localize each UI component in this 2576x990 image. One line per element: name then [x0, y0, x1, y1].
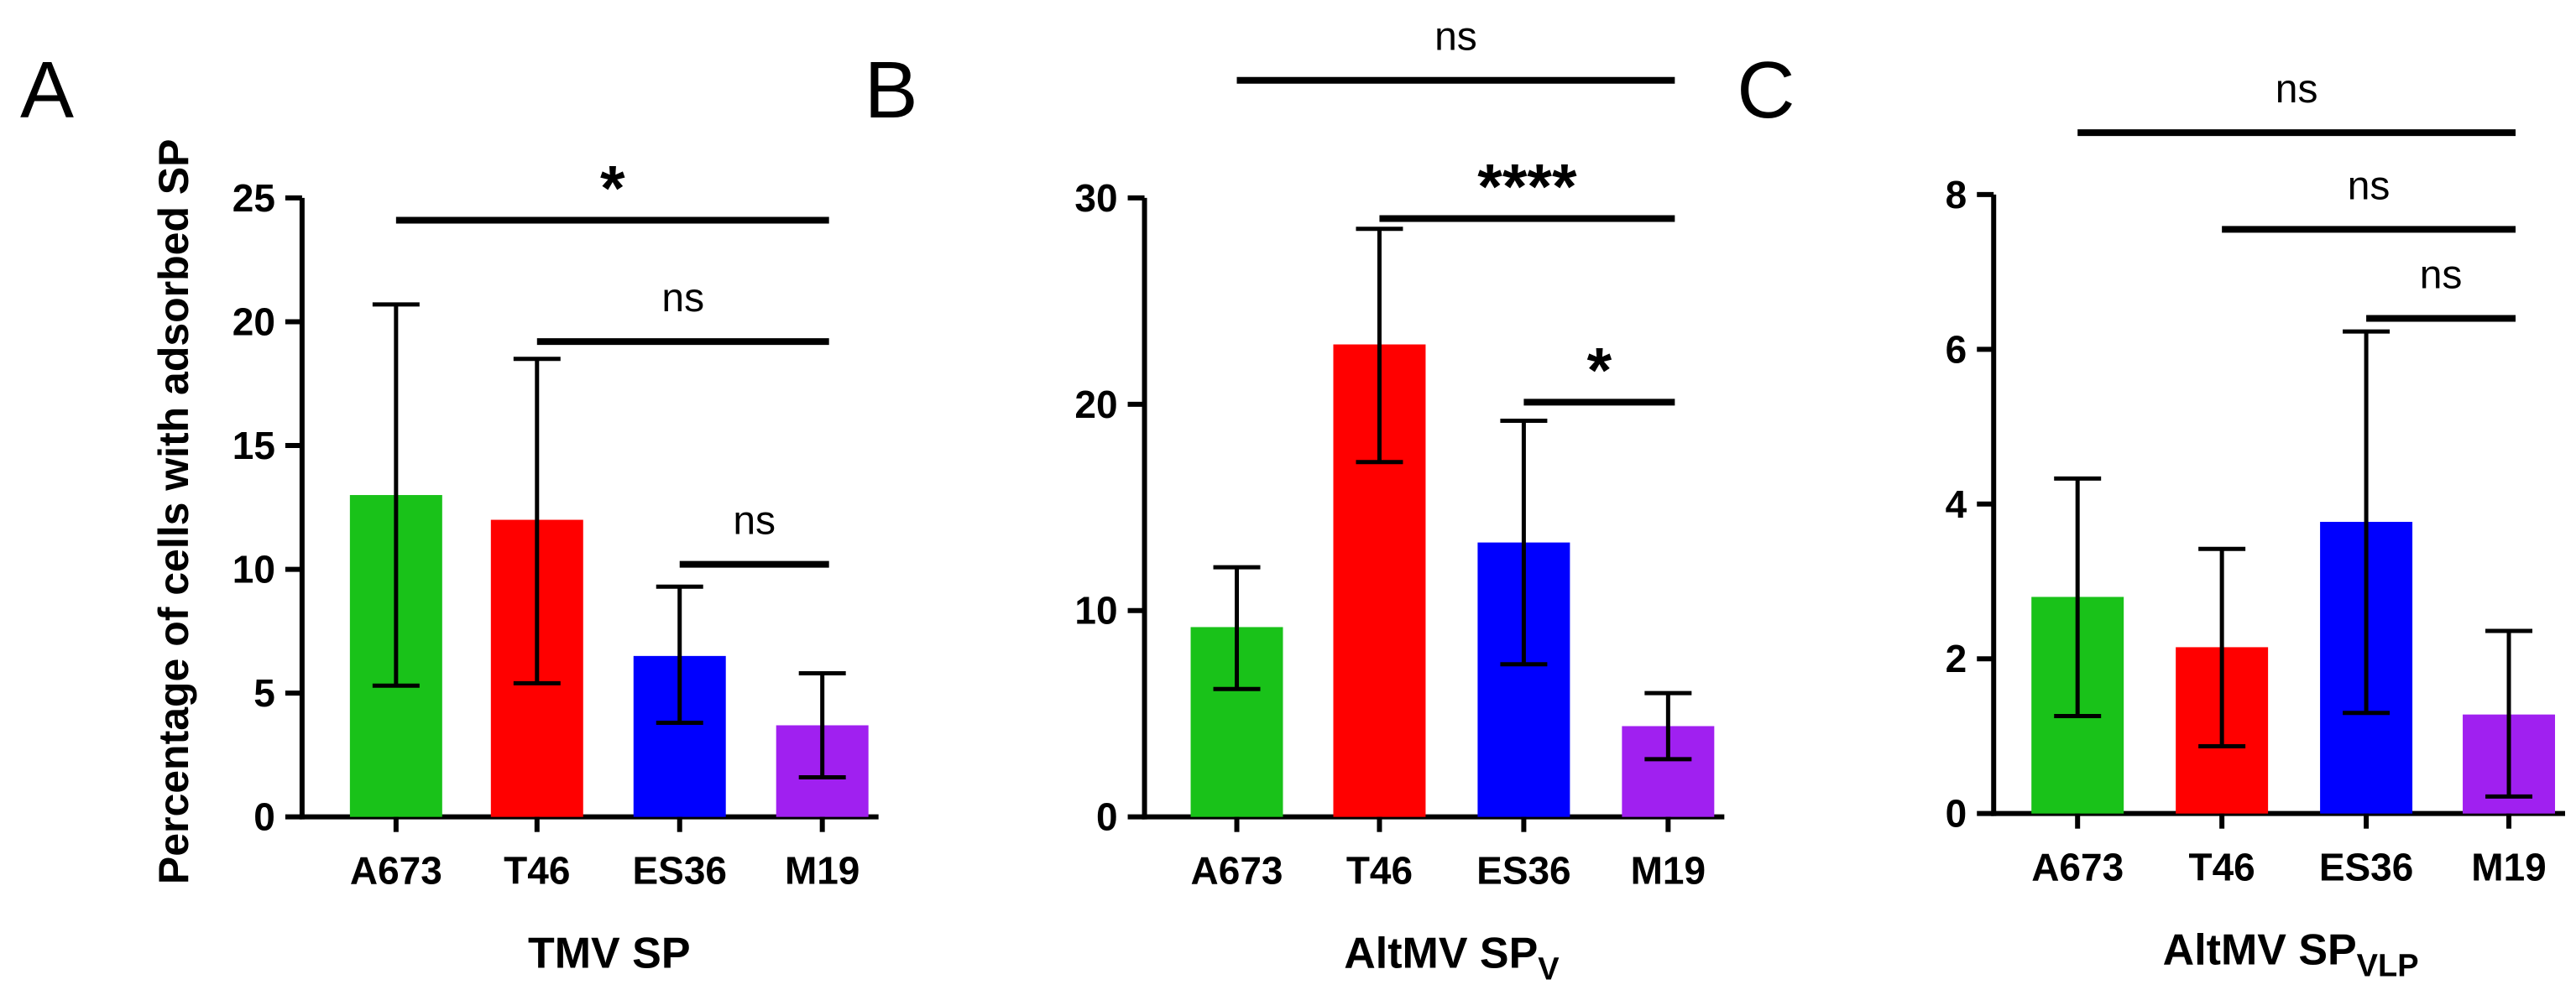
x-axis-title: AltMV SPV: [1344, 930, 1560, 987]
y-tick-label: 20: [1074, 383, 1117, 426]
significance-label: ns: [733, 499, 776, 544]
panel-label: B: [865, 45, 918, 135]
panel-label: A: [20, 45, 74, 135]
y-tick-label: 8: [1946, 173, 1967, 216]
significance-label: ns: [2276, 67, 2318, 112]
significance-label: ns: [661, 276, 704, 320]
panel-label: C: [1737, 45, 1795, 135]
x-axis-title-main: AltMV SP: [1344, 930, 1538, 978]
x-tick-label-a673: A673: [350, 849, 442, 893]
x-axis-title: TMV SP: [528, 930, 690, 978]
x-tick-label-m19: M19: [785, 849, 860, 893]
y-tick-label: 20: [233, 300, 275, 343]
x-tick-label-m19: M19: [2471, 846, 2546, 889]
significance-label: ****: [1477, 152, 1577, 223]
x-tick-label-t46: T46: [1346, 849, 1413, 893]
y-tick-label: 15: [233, 424, 275, 467]
x-axis-title-main: AltMV SP: [2163, 926, 2357, 975]
x-tick-label-a673: A673: [1191, 849, 1283, 893]
x-axis-title-subscript: VLP: [2357, 949, 2419, 984]
x-tick-label-m19: M19: [1631, 849, 1706, 893]
chart-panel-a: A 0 5 10 15 20 25 A673 T46 ES36 M19 TMV SP * ns ns: [20, 45, 879, 978]
y-tick-label: 4: [1946, 482, 1967, 526]
significance-label: *: [1587, 335, 1612, 406]
x-tick-label-es36: ES36: [2319, 846, 2413, 889]
x-tick-label-es36: ES36: [633, 849, 727, 893]
y-axis-title: Percentage of cells with adsorbed SP: [150, 138, 197, 884]
significance-label: ns: [2348, 164, 2391, 208]
y-tick-label: 30: [1074, 176, 1117, 220]
y-tick-label: 2: [1946, 637, 1967, 680]
x-axis-title-main: TMV SP: [528, 930, 690, 978]
x-tick-label-t46: T46: [2189, 846, 2255, 889]
y-tick-label: 25: [233, 176, 275, 220]
x-axis-title-subscript: V: [1538, 952, 1560, 987]
y-tick-label: 10: [233, 548, 275, 591]
x-tick-label-es36: ES36: [1476, 849, 1570, 893]
y-tick-label: 5: [253, 671, 275, 715]
x-tick-label-t46: T46: [504, 849, 570, 893]
y-tick-label: 10: [1074, 589, 1117, 633]
y-tick-label: 0: [1946, 792, 1967, 836]
y-tick-label: 0: [253, 795, 275, 839]
y-tick-label: 6: [1946, 327, 1967, 371]
significance-label: *: [600, 153, 625, 224]
y-tick-label: 0: [1096, 795, 1118, 839]
x-tick-label-a673: A673: [2031, 846, 2124, 889]
significance-label: ns: [1434, 15, 1477, 60]
chart-panel-c: C 0 2 4 6 8 A673 T46 ES36 M19 AltMV SPVLP ns ns ns: [1737, 45, 2566, 984]
significance-label: ns: [2420, 253, 2463, 297]
x-axis-title: AltMV SPVLP: [2163, 926, 2419, 984]
